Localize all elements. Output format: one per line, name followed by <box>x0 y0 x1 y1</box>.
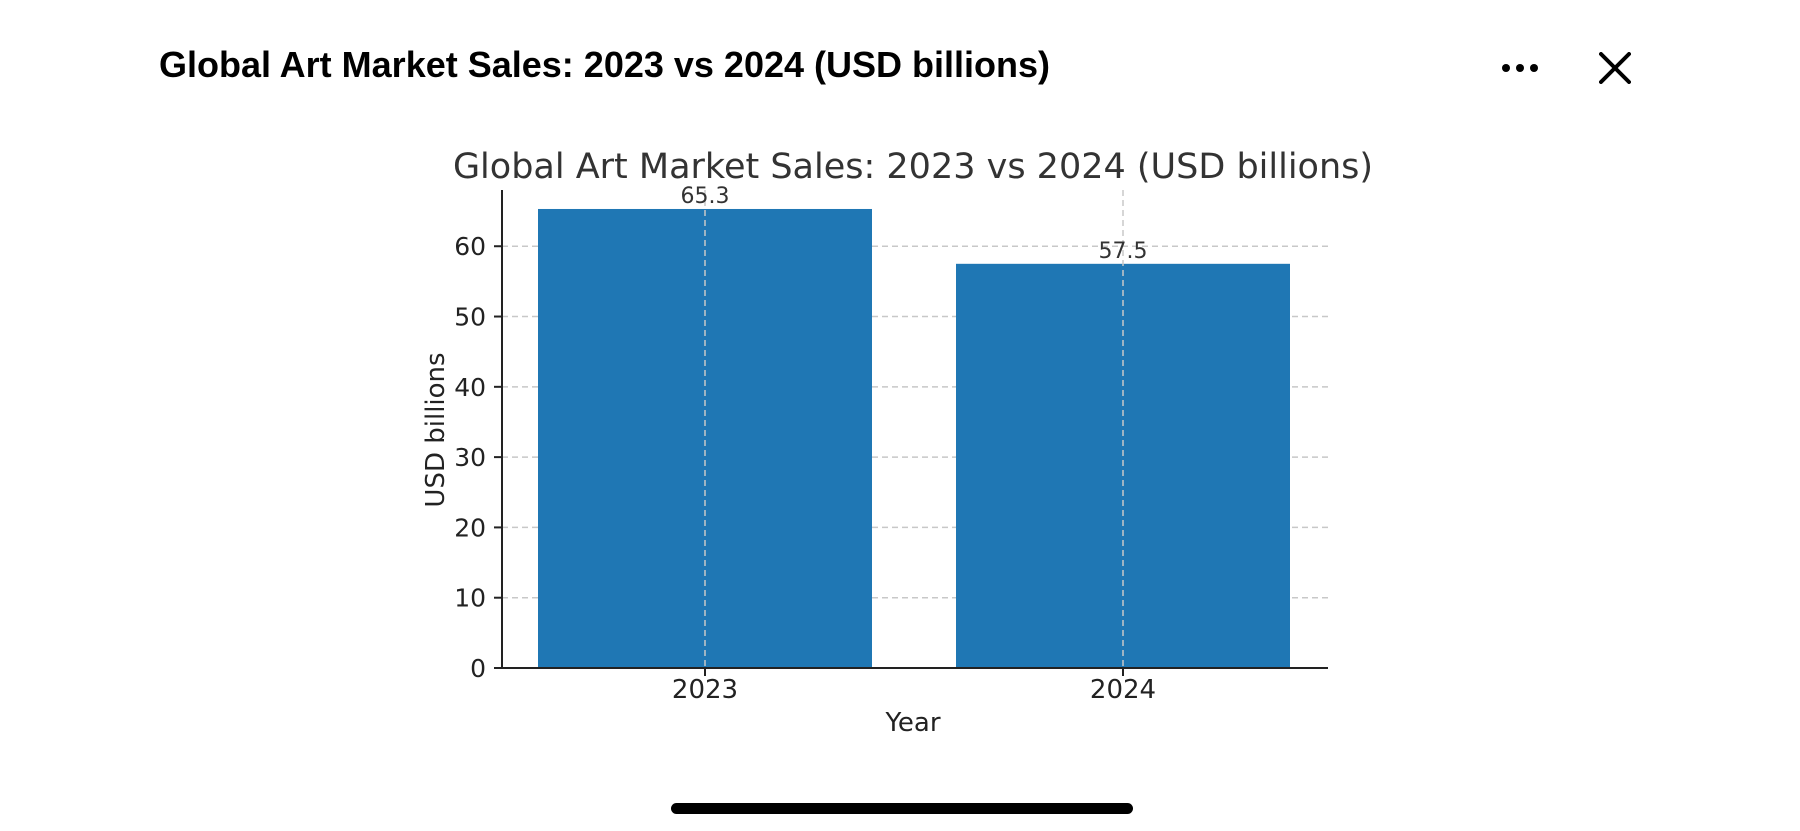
y-axis-label: USD billions <box>421 352 451 507</box>
axis-layer <box>494 190 1328 676</box>
bar-chart: 0 10 20 30 40 50 60 2023 2024 65.3 57.5 Global Art… <box>421 147 1373 738</box>
home-indicator <box>671 803 1133 814</box>
x-tick-label: 2024 <box>1090 675 1156 705</box>
label-layer: 0 10 20 30 40 50 60 2023 2024 65.3 57.5 <box>454 184 1156 705</box>
y-tick-label: 60 <box>454 232 486 261</box>
x-axis-label: Year <box>884 708 940 738</box>
data-label: 65.3 <box>681 184 730 209</box>
x-tick-label: 2023 <box>672 675 738 705</box>
bar-layer <box>538 208 1290 668</box>
bar-2023 <box>538 208 872 668</box>
y-tick-label: 50 <box>454 303 486 332</box>
y-tick-label: 40 <box>454 373 486 402</box>
chart-container: 0 10 20 30 40 50 60 2023 2024 65.3 57.5 Global Art… <box>421 147 1373 738</box>
grid-layer <box>502 245 1328 599</box>
page-title: Global Art Market Sales: 2023 vs 2024 (U… <box>159 44 1050 85</box>
y-tick-label: 20 <box>454 513 486 542</box>
more-horizontal-icon <box>1502 64 1538 72</box>
data-label: 57.5 <box>1099 239 1148 264</box>
close-icon <box>1599 52 1631 84</box>
y-tick-label: 0 <box>470 654 486 683</box>
y-tick-label: 30 <box>454 443 486 472</box>
y-tick-label: 10 <box>454 584 486 613</box>
more-options-button[interactable] <box>1496 46 1544 90</box>
chart-title: Global Art Market Sales: 2023 vs 2024 (U… <box>453 147 1373 187</box>
close-button[interactable] <box>1590 44 1640 92</box>
